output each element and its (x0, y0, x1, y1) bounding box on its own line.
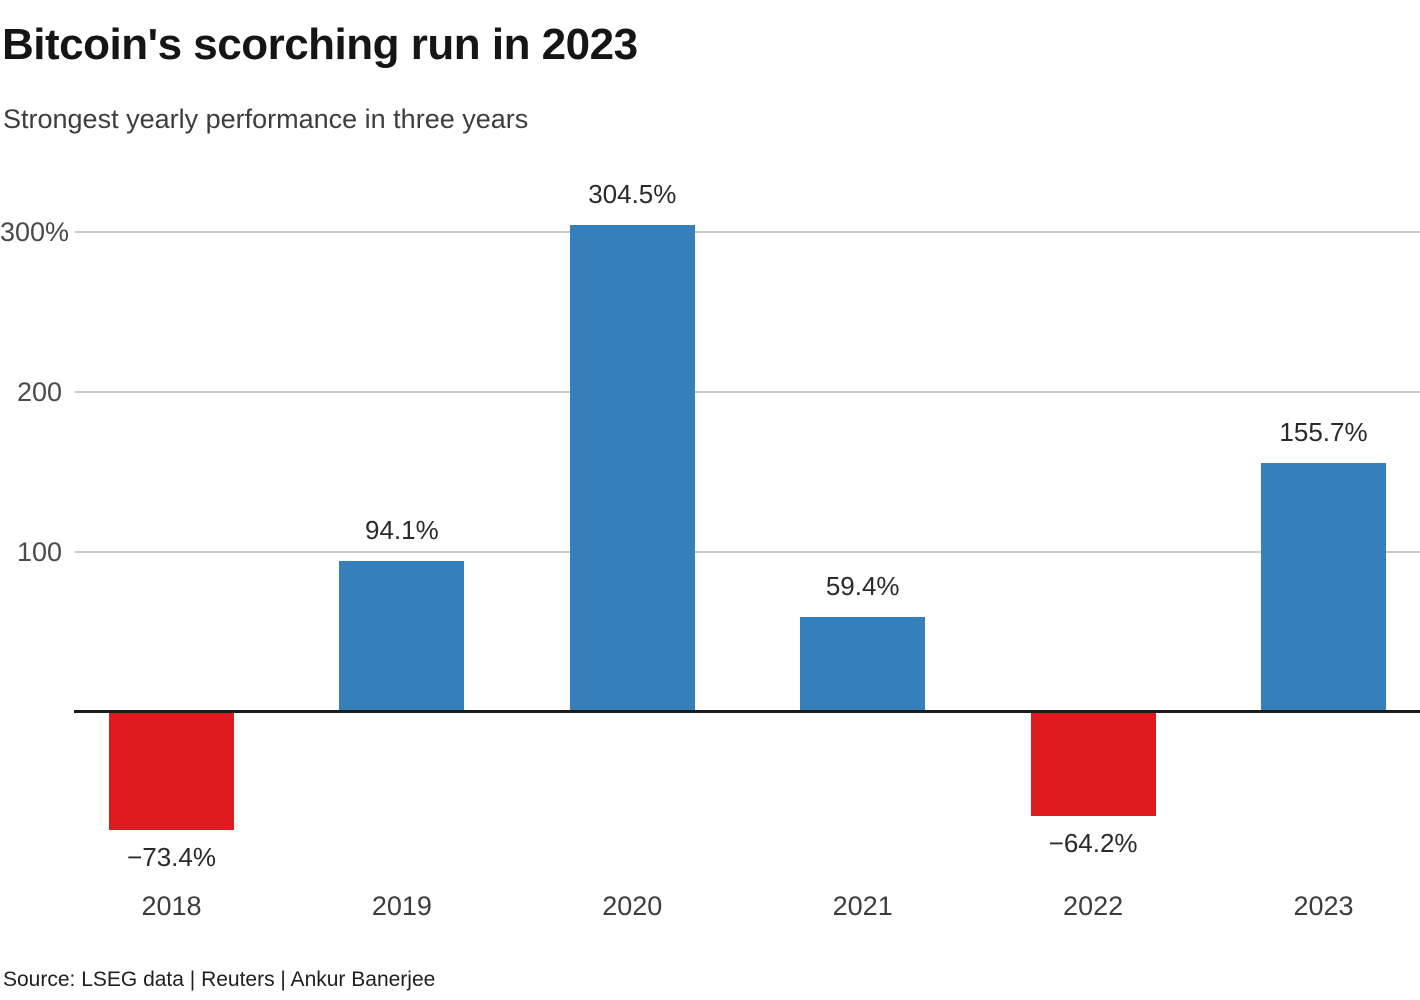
bar-value-label: 304.5% (588, 178, 677, 209)
bar-2019 (339, 561, 465, 712)
gridline-100 (75, 551, 1420, 553)
zero-axis-line (74, 710, 1420, 713)
gridline-300% (75, 231, 1420, 233)
bar-2018 (109, 713, 234, 831)
bar-value-label: −73.4% (127, 842, 216, 873)
bar-value-label: 59.4% (825, 570, 900, 601)
y-tick-label: 300% (0, 217, 70, 247)
x-axis-year-label: 2022 (1063, 891, 1124, 921)
source-note: Source: LSEG data | Reuters | Ankur Bane… (3, 968, 436, 991)
chart-subtitle: Strongest yearly performance in three ye… (3, 104, 529, 134)
chart-title: Bitcoin's scorching run in 2023 (2, 20, 638, 69)
y-tick-label: 200 (16, 377, 62, 407)
y-tick-label: 100 (16, 537, 62, 567)
bar-2023 (1261, 462, 1386, 712)
x-axis-year-label: 2019 (371, 891, 432, 921)
bar-value-label: 155.7% (1279, 416, 1368, 447)
bar-value-label: 94.1% (365, 515, 439, 546)
x-axis-year-label: 2023 (1293, 891, 1354, 921)
gridline-200 (75, 391, 1420, 393)
bar-2022 (1030, 713, 1156, 816)
x-axis-year-label: 2021 (832, 891, 893, 921)
x-axis-year-label: 2020 (602, 891, 663, 921)
x-axis-year-label: 2018 (141, 891, 202, 921)
bar-2020 (569, 224, 695, 712)
bar-2021 (800, 616, 926, 712)
bar-value-label: −64.2% (1048, 827, 1138, 858)
